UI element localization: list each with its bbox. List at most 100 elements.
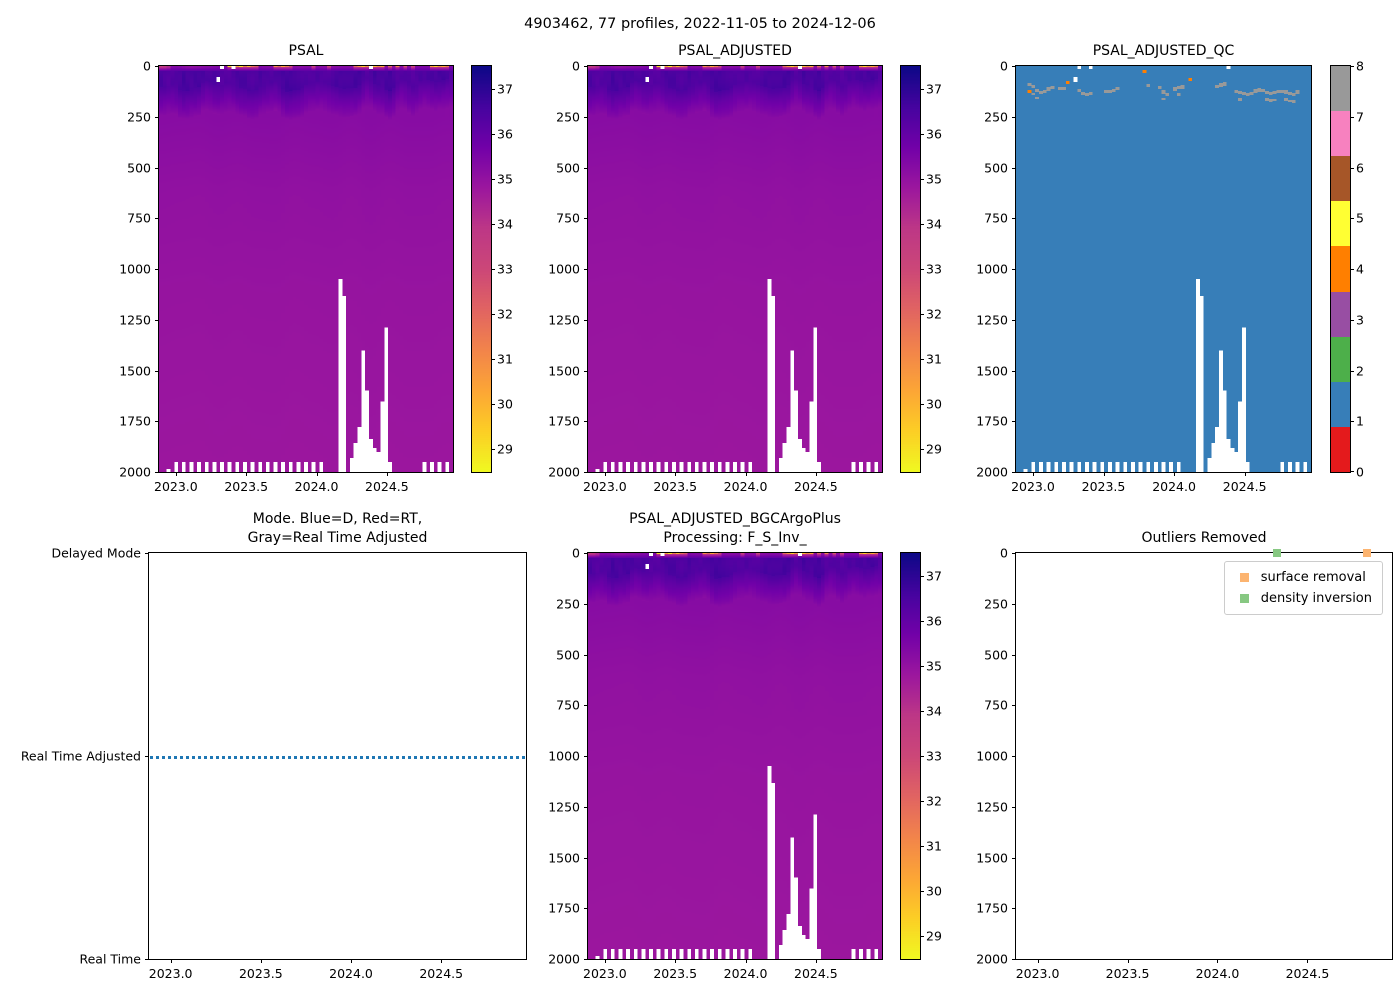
depth-tick-mark [584, 319, 588, 321]
colorbar-tick-mark [920, 846, 924, 848]
x-tick-mark [604, 959, 606, 963]
colorbar-tick-mark [491, 88, 495, 90]
colorbar-tick-label: 33 [497, 261, 513, 277]
depth-tick-mark [584, 553, 588, 554]
mode-tick-label: Real Time Adjusted [20, 748, 141, 764]
depth-tick-mark [584, 167, 588, 169]
bgc-colorbar-gradient [901, 553, 920, 959]
x-tick-label: 2023.0 [1011, 479, 1055, 494]
depth-tick-mark [1012, 705, 1016, 707]
depth-tick-mark [1012, 908, 1016, 910]
colorbar-tick-label: 35 [497, 171, 513, 187]
qc-colorbar-tick-mark [1350, 66, 1354, 67]
colorbar-tick-mark [491, 178, 495, 180]
colorbar-tick-label: 31 [926, 838, 942, 854]
depth-tick-label: 0 [1000, 58, 1008, 74]
mode-tick-mark [145, 959, 149, 960]
depth-tick-label: 2000 [119, 464, 151, 480]
qc-colorbar-tick-label: 1 [1356, 413, 1364, 429]
x-tick-label: 2024.5 [1285, 966, 1330, 981]
depth-tick-mark [155, 66, 159, 67]
x-tick-mark [1174, 472, 1176, 476]
x-tick-mark [815, 959, 817, 963]
colorbar-tick-label: 33 [926, 261, 942, 277]
x-tick-label: 2024.0 [329, 966, 373, 981]
legend-row-density-inversion: density inversion [1234, 588, 1372, 609]
x-tick-label: 2023.0 [148, 966, 193, 981]
psal-adjusted-qc-title: PSAL_ADJUSTED_QC [1092, 43, 1235, 59]
depth-tick-label: 1500 [548, 850, 580, 865]
depth-tick-mark [584, 654, 588, 656]
depth-tick-label: 0 [1000, 545, 1008, 561]
depth-tick-label: 1250 [976, 312, 1008, 328]
x-tick-label: 2024.0 [294, 479, 339, 494]
colorbar-tick-label: 31 [497, 351, 513, 367]
psal-adjusted-qc-heatmap [1016, 66, 1311, 472]
depth-tick-label: 250 [984, 596, 1008, 612]
x-tick-label: 2023.0 [583, 966, 627, 981]
qc-colorbar-tick-label: 3 [1356, 312, 1364, 328]
depth-tick-label: 750 [984, 210, 1008, 226]
depth-tick-label: 1000 [976, 261, 1008, 277]
x-tick-mark [441, 959, 443, 963]
qc-colorbar-tick-label: 2 [1356, 363, 1364, 378]
qc-colorbar-tick-label: 0 [1356, 464, 1364, 480]
depth-tick-mark [1012, 269, 1016, 270]
colorbar-tick-label: 34 [926, 216, 942, 232]
depth-tick-label: 1000 [548, 261, 580, 277]
qc-colorbar-tick-mark [1350, 370, 1354, 372]
legend-label-density-inversion: density inversion [1260, 591, 1372, 606]
psal-axes: PSAL 2023.0 2023.5 2024.0 2024.5 0 250 500 750 1… [119, 43, 454, 494]
depth-tick-mark [1012, 319, 1016, 321]
mode-tick-label: Real Time [79, 951, 141, 967]
depth-tick-label: 750 [556, 697, 580, 713]
depth-tick-mark [584, 116, 588, 118]
x-tick-mark [175, 472, 177, 476]
colorbar-tick-mark [920, 620, 924, 622]
colorbar-tick-mark [491, 449, 495, 451]
qc-colorbar-segment [1331, 336, 1350, 382]
colorbar-tick-label: 30 [926, 883, 942, 899]
bgc-title-line1: PSAL_ADJUSTED_BGCArgoPlus [629, 511, 841, 527]
psal-adjusted-colorbar-gradient [901, 66, 920, 472]
depth-tick-mark [1012, 603, 1016, 605]
colorbar-tick-mark [920, 404, 924, 406]
outlier-marker-surface-removal [1362, 549, 1371, 557]
colorbar-tick-label: 31 [926, 351, 942, 367]
colorbar-tick-mark [920, 133, 924, 135]
depth-tick-mark [155, 269, 159, 270]
depth-tick-mark [1012, 806, 1016, 808]
x-tick-mark [351, 959, 353, 963]
colorbar-tick-mark [491, 314, 495, 316]
x-tick-mark [1217, 959, 1219, 963]
psal-adjusted-axes: PSAL_ADJUSTED 2023.0 2023.5 2024.0 2024.5 0 2… [548, 43, 883, 494]
x-tick-mark [1103, 472, 1105, 476]
psal-title: PSAL [288, 43, 324, 59]
depth-tick-label: 1500 [548, 363, 580, 378]
colorbar-tick-label: 36 [497, 126, 513, 142]
depth-tick-label: 1000 [548, 748, 580, 764]
colorbar-tick-label: 35 [926, 171, 942, 187]
x-tick-label: 2023.0 [154, 479, 198, 494]
qc-colorbar-tick-mark [1350, 319, 1354, 321]
colorbar-tick-mark [920, 223, 924, 225]
depth-tick-mark [584, 370, 588, 372]
colorbar-tick-label: 37 [497, 81, 513, 97]
x-tick-mark [675, 472, 677, 476]
depth-tick-mark [584, 959, 588, 960]
colorbar-tick-mark [920, 178, 924, 180]
depth-tick-label: 2000 [548, 951, 580, 967]
outliers-axes: Outliers Removed surface removal density… [976, 530, 1393, 981]
x-tick-label: 2023.5 [224, 479, 269, 494]
colorbar-tick-label: 35 [926, 658, 942, 674]
mode-title: Mode. Blue=D, Red=RT, Gray=Real Time Adj… [109, 510, 566, 548]
qc-colorbar-tick-mark [1350, 269, 1354, 270]
colorbar-tick-label: 34 [926, 703, 942, 719]
depth-tick-mark [1012, 756, 1016, 757]
colorbar-tick-mark [920, 575, 924, 577]
density-inversion-swatch-icon [1239, 594, 1249, 603]
qc-colorbar-segment [1331, 291, 1350, 337]
x-tick-label: 2023.5 [1081, 479, 1126, 494]
x-tick-mark [1032, 472, 1034, 476]
figure-suptitle: 4903462, 77 profiles, 2022-11-05 to 2024… [524, 16, 876, 32]
